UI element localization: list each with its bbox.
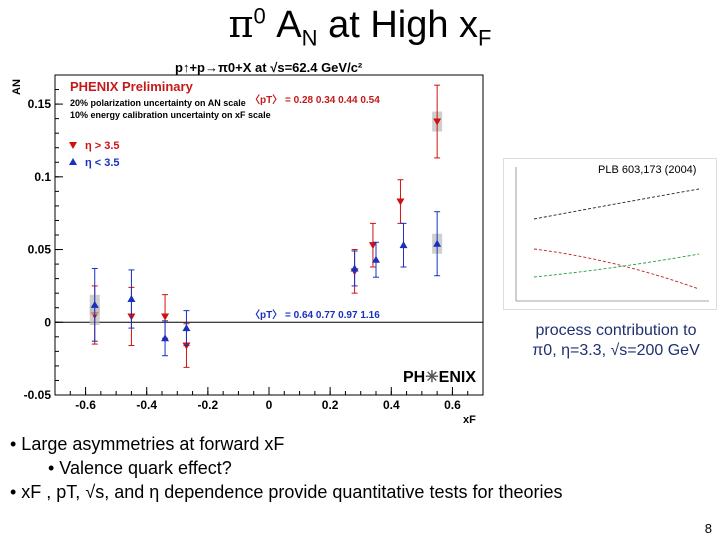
title-a: A <box>265 4 302 46</box>
legend-marker <box>69 158 77 165</box>
data-point <box>433 118 442 126</box>
logo-star-icon: ✳ <box>425 369 439 386</box>
data-point <box>350 264 359 272</box>
title-sub-f: F <box>478 25 492 51</box>
x-axis-label: xF <box>463 414 476 426</box>
data-point <box>182 324 191 332</box>
bullet-list: • Large asymmetries at forward xF • Vale… <box>10 432 563 504</box>
y-tick-label: 0.05 <box>28 243 52 257</box>
x-tick-label: 0 <box>266 398 273 412</box>
phenix-logo: PH✳ENIX <box>403 367 476 387</box>
caption-line-2: π0, η=3.3, √s=200 GeV <box>532 342 700 359</box>
title-pi: π <box>228 2 254 46</box>
x-tick-label: -0.2 <box>198 398 219 412</box>
inset-plot <box>515 167 709 302</box>
data-point <box>161 313 170 321</box>
x-tick-label: -0.6 <box>75 398 96 412</box>
bullet-2: • Valence quark effect? <box>48 458 232 478</box>
title-at: at High x <box>317 4 479 46</box>
bullet-1: • Large asymmetries at forward xF <box>10 434 285 454</box>
plot-title: p↑+p→π0+X at √s=62.4 GeV/c² <box>175 60 363 75</box>
x-tick-label: 0.2 <box>322 398 339 412</box>
inset-process-plot <box>503 158 717 310</box>
data-point <box>396 198 405 206</box>
x-tick-label: 0.4 <box>383 398 400 412</box>
preliminary-label: PHENIX Preliminary <box>70 79 194 94</box>
x-tick-label: -0.4 <box>136 398 157 412</box>
y-tick-label: 0.15 <box>28 97 52 111</box>
bullet-3: • xF , pT, √s, and η dependence provide … <box>10 482 563 502</box>
data-point <box>368 242 377 250</box>
polarization-note: 20% polarization uncertainty on AN scale <box>70 98 246 108</box>
data-point <box>90 300 99 308</box>
plot-frame <box>54 74 484 396</box>
slide-title: π0 AN at High xF <box>0 2 720 52</box>
y-tick-label: -0.05 <box>24 388 52 402</box>
data-point <box>433 239 442 247</box>
caption-line-1: process contribution to <box>535 322 697 339</box>
y-axis-label: AN <box>11 79 23 95</box>
an-vs-xf-chart: -0.6 -0.4 -0.2 0 0.2 0.4 0.6 -0.05 0 0.05 0.1 0.15 x… <box>11 74 484 426</box>
logo-left: PH <box>403 369 426 386</box>
y-tick-label: 0.1 <box>34 170 51 184</box>
data-point <box>372 255 380 263</box>
logo-right: ENIX <box>438 369 476 386</box>
legend-label: η < 3.5 <box>85 157 120 169</box>
pt-bottom-label: 〈pT〉 = 0.64 0.77 0.97 1.16 <box>250 308 380 321</box>
legend-marker <box>69 142 77 149</box>
x-tick-label: 0.6 <box>444 398 461 412</box>
page-number: 8 <box>704 521 712 536</box>
data-point <box>161 334 170 342</box>
y-tick-label: 0 <box>44 315 51 329</box>
title-sub-n: N <box>301 25 318 51</box>
data-point <box>127 295 136 302</box>
inset-caption: process contribution to π0, η=3.3, √s=20… <box>516 321 716 361</box>
inset-reference: PLB 603,173 (2004) <box>598 164 697 176</box>
energy-note: 10% energy calibration uncertainty on xF… <box>70 110 271 120</box>
title-sup: 0 <box>253 3 266 29</box>
legend-label: η > 3.5 <box>85 140 120 152</box>
pt-top-label: 〈pT〉 = 0.28 0.34 0.44 0.54 <box>250 93 380 106</box>
data-point <box>399 241 408 249</box>
